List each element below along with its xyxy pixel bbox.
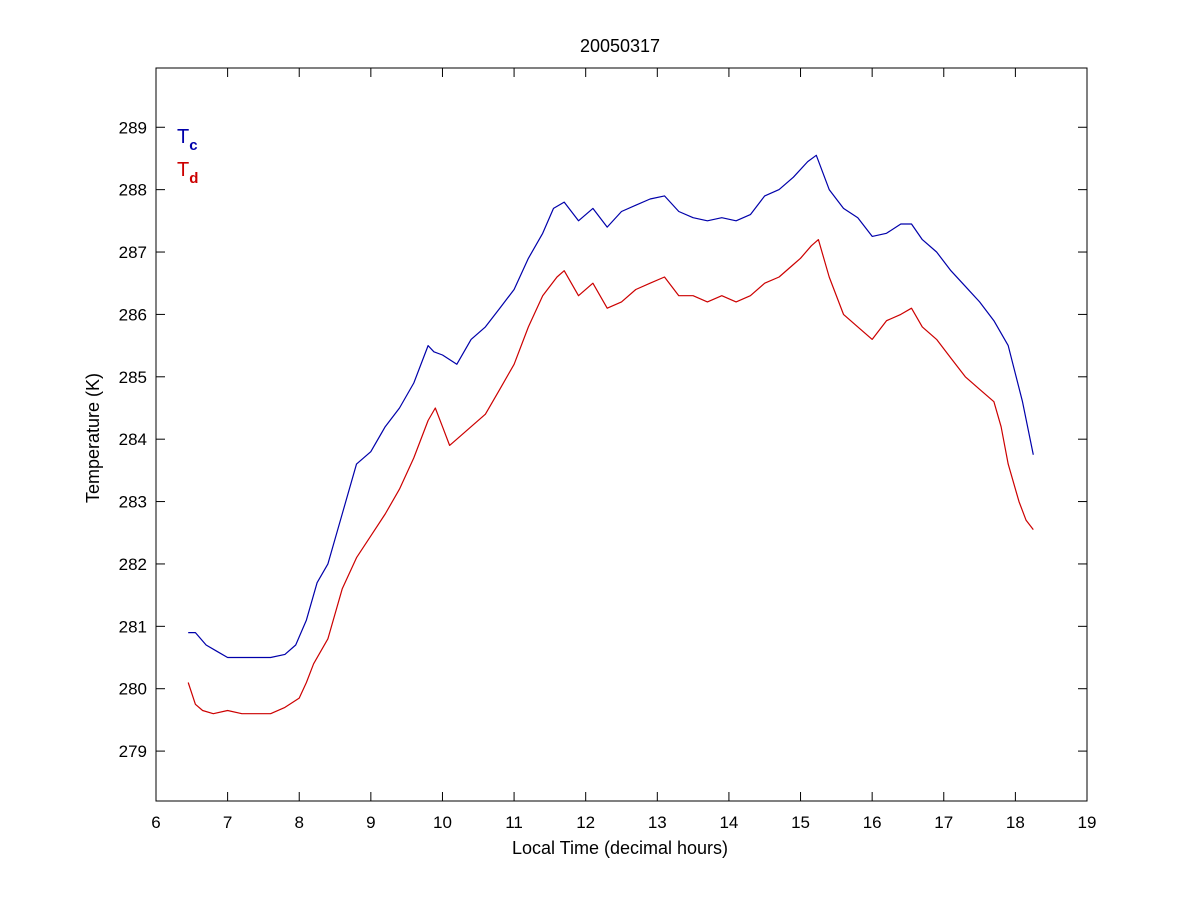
x-tick-label: 6 xyxy=(151,813,160,832)
y-tick-label: 282 xyxy=(119,555,147,574)
x-tick-label: 18 xyxy=(1006,813,1025,832)
y-axis-label: Temperature (K) xyxy=(83,373,103,503)
axes-frame xyxy=(155,67,1088,802)
x-axis: 6 7 8 9 10 11 12 13 14 15 16 17 18 19 xyxy=(151,68,1096,832)
x-tick-label: 12 xyxy=(576,813,595,832)
y-tick-label: 289 xyxy=(119,118,147,137)
x-tick-label: 13 xyxy=(648,813,667,832)
x-axis-label: Local Time (decimal hours) xyxy=(512,838,728,858)
y-tick-label: 280 xyxy=(119,680,147,699)
legend-entry: Tc xyxy=(177,126,198,154)
x-tick-label: 15 xyxy=(791,813,810,832)
y-tick-label: 286 xyxy=(119,305,147,324)
chart-title: 20050317 xyxy=(580,36,660,56)
x-tick-label: 11 xyxy=(505,813,523,832)
y-tick-label: 288 xyxy=(119,181,147,200)
x-tick-label: 9 xyxy=(366,813,375,832)
y-tick-label: 285 xyxy=(119,368,147,387)
x-tick-label: 8 xyxy=(294,813,303,832)
legend: Tc Td xyxy=(177,126,198,187)
y-tick-label: 279 xyxy=(119,742,147,761)
y-tick-label: 284 xyxy=(119,430,147,449)
x-tick-label: 14 xyxy=(719,813,738,832)
x-tick-label: 10 xyxy=(433,813,452,832)
x-tick-label: 16 xyxy=(863,813,882,832)
y-tick-label: 283 xyxy=(119,493,147,512)
legend-entry: Td xyxy=(177,159,198,187)
y-tick-label: 281 xyxy=(119,617,147,636)
y-tick-label: 287 xyxy=(119,243,147,262)
x-tick-label: 7 xyxy=(223,813,232,832)
x-tick-label: 19 xyxy=(1078,813,1097,832)
series-line-tc xyxy=(188,154,1034,659)
y-axis: 279 280 281 282 283 284 285 286 287 288 289 xyxy=(119,118,1087,761)
series-group xyxy=(187,154,1034,715)
x-tick-label: 17 xyxy=(934,813,953,832)
series-line-td xyxy=(187,239,1034,715)
